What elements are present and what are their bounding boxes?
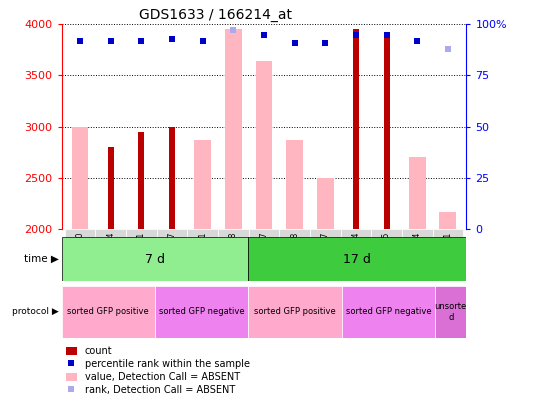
Text: GSM43218: GSM43218 [290,231,299,273]
Bar [256,61,272,229]
Bar [169,126,175,229]
Bar [340,229,371,281]
Bar [433,229,463,281]
Bar [62,286,155,338]
Bar [248,237,466,281]
Bar [155,286,248,338]
Text: time ▶: time ▶ [24,254,59,264]
Bar [126,229,157,281]
Bar [409,157,426,229]
Text: sorted GFP positive: sorted GFP positive [68,307,149,316]
Text: GSM43215: GSM43215 [382,231,391,273]
Text: GSM43221: GSM43221 [443,231,452,273]
Bar [371,229,402,281]
Bar [157,229,188,281]
Bar [72,126,88,229]
Text: GSM43211: GSM43211 [137,231,146,273]
Bar [62,237,248,281]
Bar [188,229,218,281]
Title: GDS1633 / 166214_at: GDS1633 / 166214_at [139,8,292,22]
Bar [353,30,359,229]
Text: sorted GFP positive: sorted GFP positive [254,307,336,316]
Text: GSM43187: GSM43187 [168,231,176,273]
Legend: count, percentile rank within the sample, value, Detection Call = ABSENT, rank, : count, percentile rank within the sample… [62,342,254,399]
Text: GSM43224: GSM43224 [413,231,422,273]
Bar [402,229,433,281]
Text: GSM43208: GSM43208 [229,231,238,273]
Text: sorted GFP negative: sorted GFP negative [159,307,244,316]
Text: GSM43197: GSM43197 [259,231,269,273]
Text: GSM43190: GSM43190 [76,231,85,273]
Bar [440,213,456,229]
Bar [95,229,126,281]
Text: unsorte
d: unsorte d [435,302,467,322]
Bar [218,229,249,281]
Bar [225,30,242,229]
Bar [342,286,435,338]
Text: protocol ▶: protocol ▶ [12,307,59,316]
Bar [286,140,303,229]
Bar [279,229,310,281]
Text: GSM43204: GSM43204 [106,231,115,273]
Bar [194,140,211,229]
Text: 17 d: 17 d [344,253,371,266]
Text: GSM43201: GSM43201 [198,231,207,273]
Bar [248,286,342,338]
Bar [317,178,334,229]
Bar [310,229,340,281]
Bar [65,229,95,281]
Bar [108,147,114,229]
Bar [249,229,279,281]
Text: GSM43227: GSM43227 [321,231,330,273]
Bar [435,286,466,338]
Text: sorted GFP negative: sorted GFP negative [346,307,431,316]
Text: 7 d: 7 d [145,253,165,266]
Text: GSM43194: GSM43194 [352,231,360,273]
Bar [384,36,390,229]
Bar [138,132,144,229]
